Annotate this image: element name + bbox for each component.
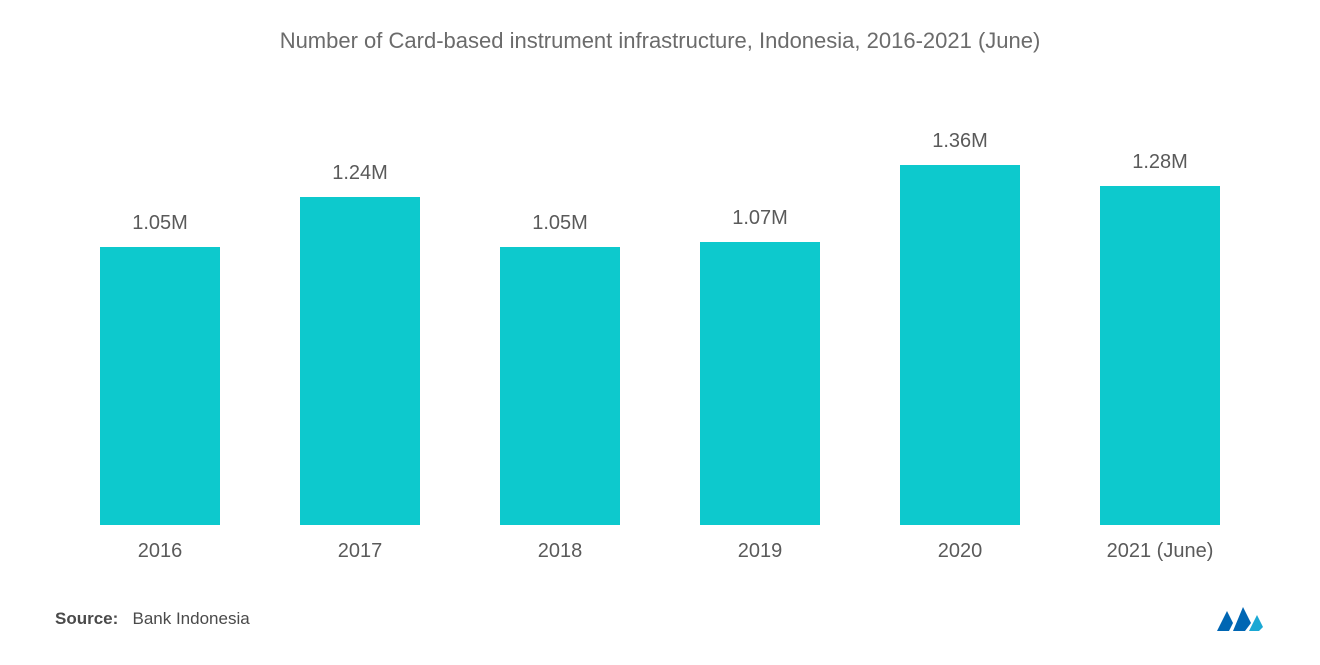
x-axis-label: 2021 (June) bbox=[1060, 540, 1260, 563]
chart-container: Number of Card-based instrument infrastr… bbox=[0, 0, 1320, 665]
bar-group: 1.05M bbox=[460, 104, 660, 525]
bar-value-label: 1.36M bbox=[932, 130, 988, 153]
bar-value-label: 1.05M bbox=[132, 212, 188, 235]
bar-group: 1.05M bbox=[60, 104, 260, 525]
bar bbox=[700, 242, 820, 525]
logo-icon bbox=[1215, 603, 1265, 635]
bar bbox=[1100, 186, 1220, 525]
x-axis-label: 2017 bbox=[260, 540, 460, 563]
source-name: Bank Indonesia bbox=[132, 609, 249, 628]
x-axis: 201620172018201920202021 (June) bbox=[50, 525, 1270, 563]
bar-group: 1.28M bbox=[1060, 104, 1260, 525]
bar-value-label: 1.28M bbox=[1132, 151, 1188, 174]
bar bbox=[300, 197, 420, 525]
source-row: Source: Bank Indonesia bbox=[50, 603, 1270, 635]
x-axis-label: 2020 bbox=[860, 540, 1060, 563]
x-axis-label: 2019 bbox=[660, 540, 860, 563]
plot-area: 1.05M 1.24M 1.05M 1.07M 1.36M 1.28M bbox=[50, 104, 1270, 525]
bar-value-label: 1.05M bbox=[532, 212, 588, 235]
bar bbox=[100, 247, 220, 525]
bar-value-label: 1.07M bbox=[732, 207, 788, 230]
x-axis-label: 2016 bbox=[60, 540, 260, 563]
bar bbox=[500, 247, 620, 525]
bar bbox=[900, 165, 1020, 525]
chart-title: Number of Card-based instrument infrastr… bbox=[50, 20, 1270, 54]
source-label: Source: bbox=[55, 609, 118, 628]
bar-value-label: 1.24M bbox=[332, 162, 388, 185]
bar-group: 1.24M bbox=[260, 104, 460, 525]
x-axis-label: 2018 bbox=[460, 540, 660, 563]
bar-group: 1.36M bbox=[860, 104, 1060, 525]
source-text: Source: Bank Indonesia bbox=[55, 609, 250, 629]
bar-group: 1.07M bbox=[660, 104, 860, 525]
